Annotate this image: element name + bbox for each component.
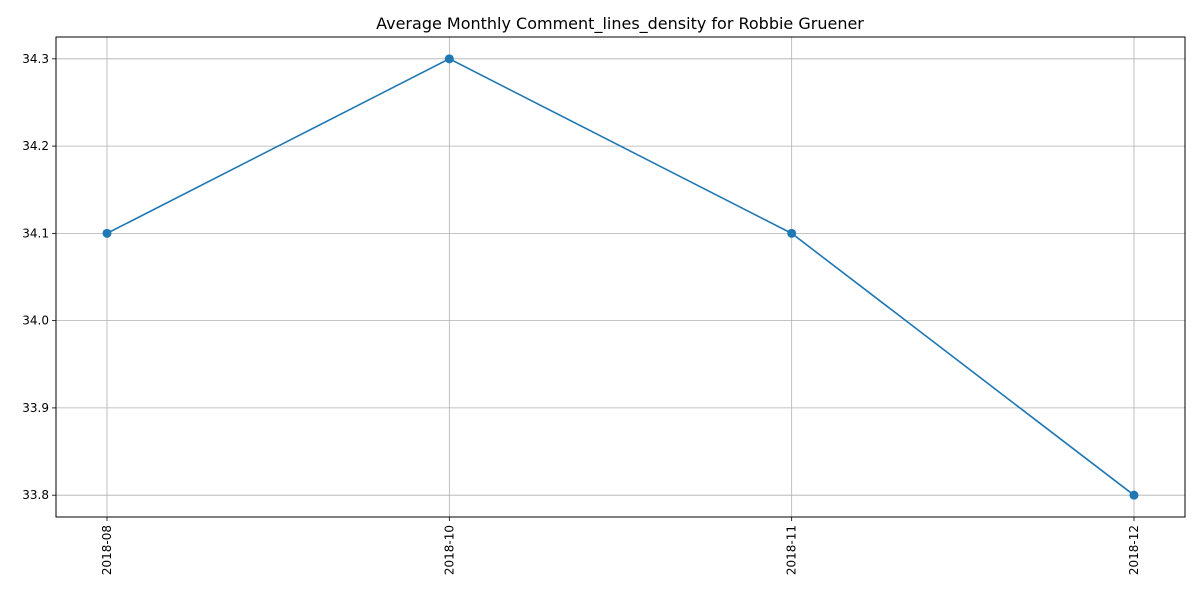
plot-area-frame <box>55 36 1186 518</box>
axis-ticks: 2018-08 2018-10 2018-11 2018-12 33.8 33.9 34.0… <box>22 52 1141 575</box>
grid-lines <box>56 37 1185 517</box>
y-tick-label: 33.8 <box>22 488 49 502</box>
x-tick-label: 2018-10 <box>442 525 456 575</box>
y-tick-label: 34.2 <box>22 139 49 153</box>
x-tick-label: 2018-12 <box>1127 525 1141 575</box>
y-tick-label: 34.0 <box>22 314 49 328</box>
y-tick-label: 34.3 <box>22 52 49 66</box>
chart-title: Average Monthly Comment_lines_density fo… <box>376 14 864 34</box>
x-tick-label: 2018-11 <box>785 525 799 575</box>
series-group <box>102 54 1139 500</box>
data-point <box>444 54 454 64</box>
y-tick-label: 34.1 <box>22 226 49 240</box>
series-line <box>106 57 1135 496</box>
data-point <box>787 228 797 238</box>
data-point <box>102 228 112 238</box>
data-point <box>1129 490 1139 500</box>
y-tick-label: 33.9 <box>22 401 49 415</box>
x-tick-label: 2018-08 <box>100 525 114 575</box>
